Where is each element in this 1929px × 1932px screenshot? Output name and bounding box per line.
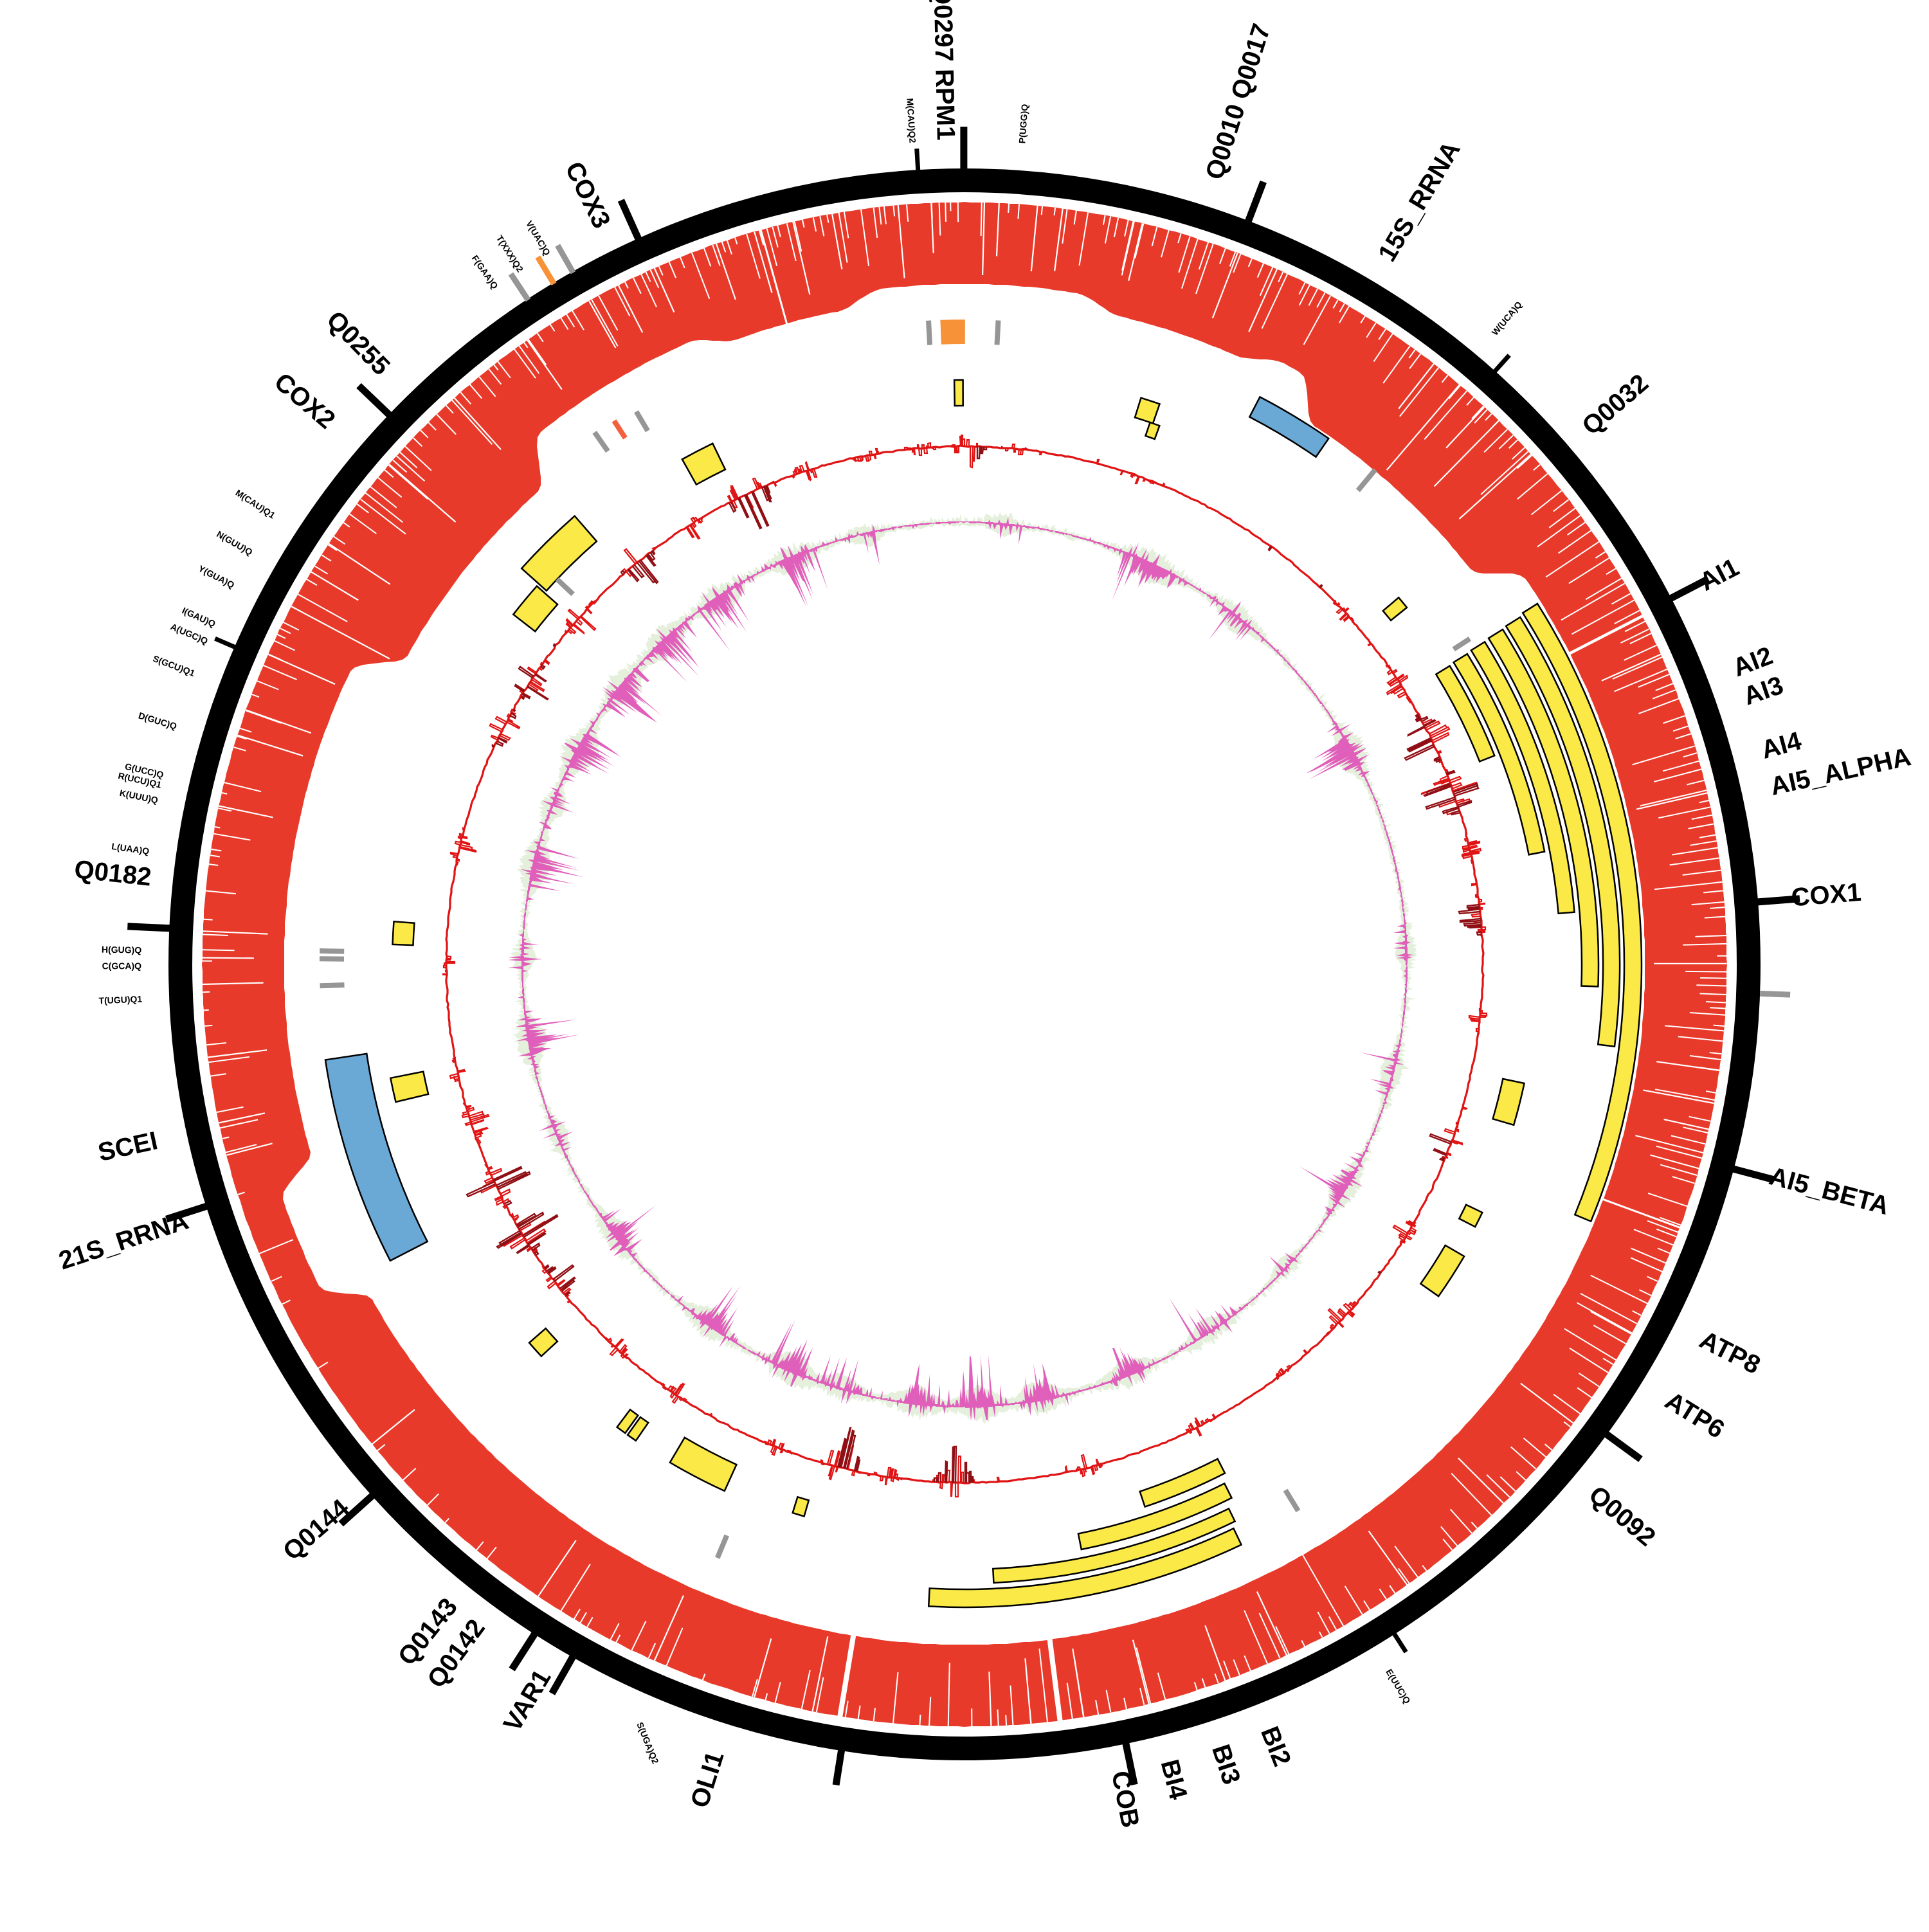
svg-text:Q0297 RPM1: Q0297 RPM1	[928, 0, 959, 141]
svg-text:C(GCA)Q: C(GCA)Q	[102, 961, 142, 971]
svg-text:T(UGU)Q1: T(UGU)Q1	[98, 994, 142, 1006]
svg-text:COX1: COX1	[1790, 878, 1862, 912]
svg-text:H(GUG)Q: H(GUG)Q	[102, 944, 142, 955]
